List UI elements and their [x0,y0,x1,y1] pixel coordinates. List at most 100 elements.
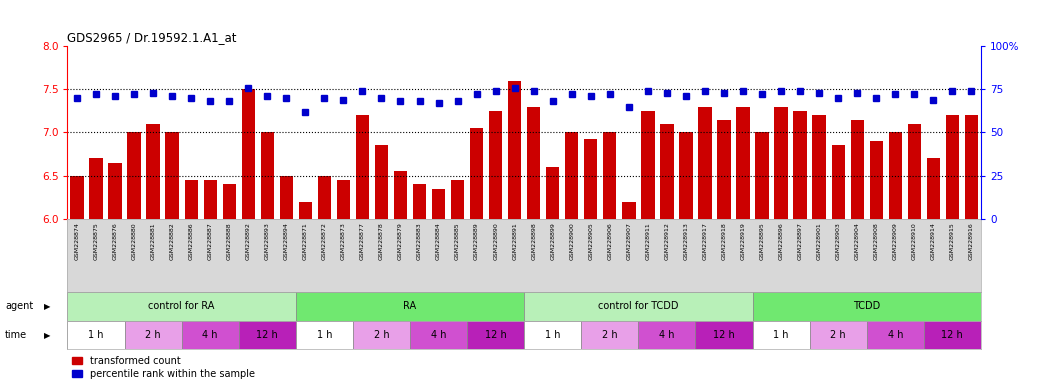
Text: 1 h: 1 h [88,330,104,340]
Text: GSM228917: GSM228917 [703,223,708,260]
Text: GSM228905: GSM228905 [589,223,594,260]
Bar [946,115,959,219]
Text: GSM228876: GSM228876 [112,223,117,260]
Text: GSM228889: GSM228889 [474,223,480,260]
Text: GSM228897: GSM228897 [797,223,802,260]
Text: GSM228908: GSM228908 [874,223,879,260]
Text: GSM228874: GSM228874 [75,223,80,260]
Bar [622,202,635,219]
FancyBboxPatch shape [524,292,753,321]
Bar [165,132,179,219]
Text: GSM228892: GSM228892 [246,223,251,260]
Text: 2 h: 2 h [830,330,846,340]
Bar [375,146,388,219]
Text: 12 h: 12 h [256,330,278,340]
Bar [108,163,121,219]
Text: 12 h: 12 h [713,330,735,340]
Text: 12 h: 12 h [485,330,507,340]
FancyBboxPatch shape [125,321,182,349]
Text: 4 h: 4 h [431,330,446,340]
Bar [279,176,293,219]
Bar [603,132,617,219]
Text: GSM228877: GSM228877 [360,223,365,260]
Text: GSM228895: GSM228895 [760,223,765,260]
FancyBboxPatch shape [67,292,296,321]
Bar [774,107,788,219]
Text: GSM228898: GSM228898 [531,223,537,260]
FancyBboxPatch shape [638,321,695,349]
Text: GSM228901: GSM228901 [817,223,822,260]
Bar [813,115,826,219]
Text: time: time [5,330,27,340]
Text: agent: agent [5,301,33,311]
Text: 1 h: 1 h [317,330,332,340]
Text: GSM228918: GSM228918 [721,223,727,260]
Text: GSM228914: GSM228914 [931,223,936,260]
FancyBboxPatch shape [810,321,867,349]
FancyBboxPatch shape [182,321,239,349]
Text: GSM228909: GSM228909 [893,223,898,260]
Text: GSM228885: GSM228885 [455,223,460,260]
Text: GSM228906: GSM228906 [607,223,612,260]
Bar [222,184,236,219]
Bar [393,171,407,219]
Text: GSM228872: GSM228872 [322,223,327,260]
Text: GSM228875: GSM228875 [93,223,99,260]
FancyBboxPatch shape [753,321,810,349]
FancyBboxPatch shape [67,321,125,349]
Bar [508,81,521,219]
FancyBboxPatch shape [924,321,981,349]
Text: RA: RA [404,301,416,311]
Bar [89,158,103,219]
FancyBboxPatch shape [581,321,638,349]
FancyBboxPatch shape [695,321,753,349]
Bar [146,124,160,219]
Bar [242,89,255,219]
FancyBboxPatch shape [867,321,924,349]
Text: GSM228873: GSM228873 [340,223,346,260]
Text: 1 h: 1 h [545,330,561,340]
Text: 4 h: 4 h [202,330,218,340]
Bar [699,107,712,219]
Text: GSM228887: GSM228887 [208,223,213,260]
Bar [299,202,312,219]
Bar [261,132,274,219]
Text: GSM228910: GSM228910 [911,223,917,260]
Bar [907,124,921,219]
Text: GSM228904: GSM228904 [854,223,859,260]
Text: 4 h: 4 h [659,330,675,340]
Text: control for TCDD: control for TCDD [598,301,679,311]
Bar [889,132,902,219]
Text: GSM228899: GSM228899 [550,223,555,260]
Text: GSM228896: GSM228896 [778,223,784,260]
Bar [641,111,655,219]
Text: GSM228871: GSM228871 [303,223,308,260]
FancyBboxPatch shape [296,292,524,321]
Text: GSM228882: GSM228882 [169,223,174,260]
Text: GSM228879: GSM228879 [398,223,403,260]
Text: GSM228893: GSM228893 [265,223,270,260]
Text: ▶: ▶ [44,331,50,339]
Text: GSM228880: GSM228880 [132,223,137,260]
Text: GSM228888: GSM228888 [226,223,231,260]
Bar [203,180,217,219]
Text: GSM228903: GSM228903 [836,223,841,260]
Text: GSM228916: GSM228916 [968,223,974,260]
Bar [927,158,940,219]
Bar [489,111,502,219]
FancyBboxPatch shape [753,292,981,321]
Bar [470,128,484,219]
Text: GSM228881: GSM228881 [151,223,156,260]
Bar [336,180,350,219]
FancyBboxPatch shape [524,321,581,349]
Text: GSM228884: GSM228884 [436,223,441,260]
Text: GSM228900: GSM228900 [569,223,574,260]
Bar [850,119,864,219]
Bar [432,189,445,219]
Text: GSM228915: GSM228915 [950,223,955,260]
FancyBboxPatch shape [353,321,410,349]
Text: GSM228907: GSM228907 [626,223,631,260]
Text: GSM228883: GSM228883 [417,223,422,260]
Text: GSM228911: GSM228911 [646,223,651,260]
Text: GSM228919: GSM228919 [740,223,745,260]
